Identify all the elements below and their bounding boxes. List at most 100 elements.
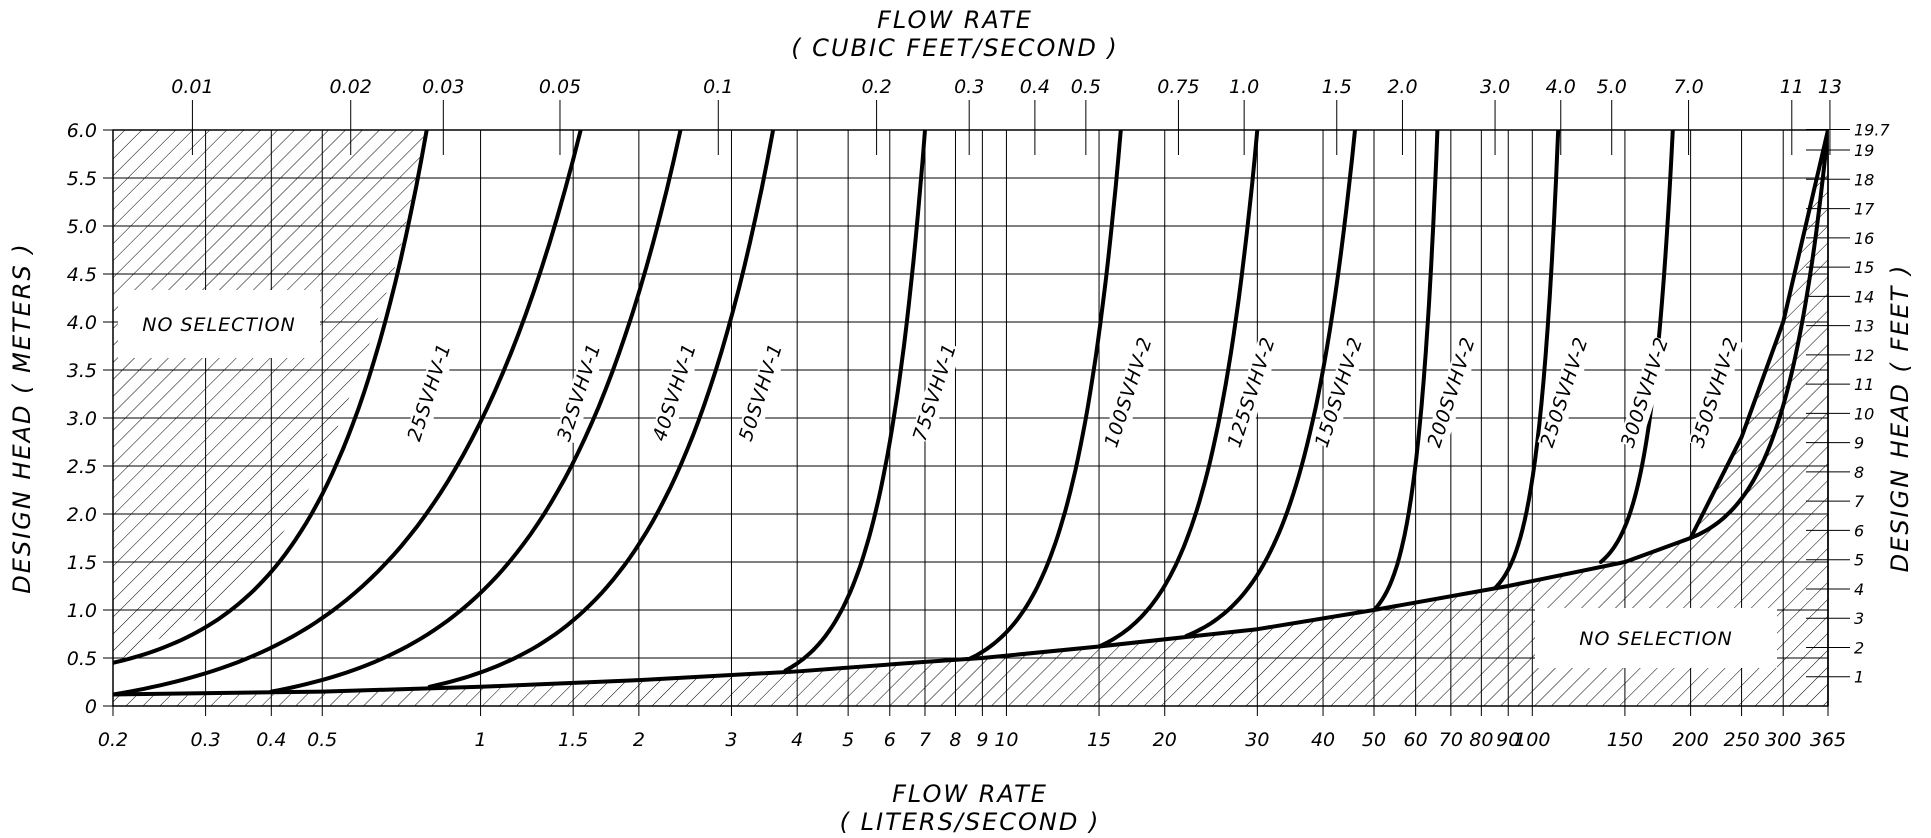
left-tick-label: 5.5 <box>67 168 97 190</box>
bottom-tick-label: 30 <box>1245 729 1269 751</box>
top-tick-label: 0.5 <box>1071 76 1101 98</box>
bottom-tick-label: 200 <box>1672 729 1708 751</box>
left-tick-label: 5.0 <box>67 216 97 238</box>
series-curve-150svhv-2 <box>1184 130 1357 638</box>
series-curve-50svhv-1 <box>427 130 776 689</box>
top-tick-label: 0.02 <box>330 76 372 98</box>
series-curve-25svhv-1 <box>113 130 429 665</box>
top-tick-label: 0.1 <box>703 76 733 98</box>
series-curve-100svhv-2 <box>967 130 1123 661</box>
top-tick-label: 7.0 <box>1673 76 1703 98</box>
top-tick-label: 2.0 <box>1387 76 1417 98</box>
series-label-group: 50SVHV-1 <box>735 340 788 444</box>
no-selection-label: NO SELECTION <box>1579 628 1733 650</box>
series-curve-125svhv-2 <box>1097 130 1260 649</box>
right-tick-label: 7 <box>1854 492 1865 511</box>
no-selection-label: NO SELECTION <box>142 314 296 336</box>
bottom-tick-label: 50 <box>1362 729 1386 751</box>
left-tick-label: 2.0 <box>67 504 97 526</box>
series-label-group: 100SVHV-2 <box>1100 334 1158 450</box>
bottom-axis-title: FLOW RATE <box>892 780 1048 808</box>
bottom-tick-label: 5 <box>842 729 854 751</box>
left-axis-title: DESIGN HEAD ( METERS ) <box>8 242 36 593</box>
right-tick-label: 19.7 <box>1854 121 1890 140</box>
bottom-tick-label: 60 <box>1404 729 1428 751</box>
left-tick-label: 0 <box>85 696 97 718</box>
bottom-tick-label: 365 <box>1810 729 1846 751</box>
bottom-tick-label: 150 <box>1607 729 1643 751</box>
series-curve-40svhv-1 <box>269 130 683 694</box>
series-curve-250svhv-2 <box>1493 130 1561 590</box>
bottom-tick-label: 300 <box>1765 729 1801 751</box>
bottom-tick-label: 1.5 <box>558 729 588 751</box>
left-tick-label: 2.5 <box>67 456 97 478</box>
right-tick-label: 19 <box>1854 141 1874 160</box>
bottom-tick-label: 10 <box>994 729 1018 751</box>
series-curve-300svhv-2 <box>1598 130 1675 564</box>
right-tick-label: 3 <box>1854 609 1864 628</box>
top-tick-label: 0.03 <box>422 76 464 98</box>
right-tick-label: 17 <box>1854 200 1875 219</box>
top-tick-label: 3.0 <box>1480 76 1510 98</box>
top-tick-label: 13 <box>1818 76 1842 98</box>
left-tick-label: 6.0 <box>67 120 97 142</box>
top-tick-label: 0.01 <box>171 76 213 98</box>
series-label-group: 25SVHV-1 <box>403 340 457 444</box>
top-tick-label: 0.4 <box>1020 76 1050 98</box>
series-label-group: 32SVHV-1 <box>553 340 607 444</box>
series-label-group: 200SVHV-2 <box>1423 334 1481 450</box>
right-tick-label: 6 <box>1854 521 1864 540</box>
bottom-tick-label: 8 <box>949 729 961 751</box>
right-tick-label: 4 <box>1854 580 1864 599</box>
top-axis-title: FLOW RATE <box>877 6 1033 34</box>
bottom-tick-label: 0.2 <box>98 729 128 751</box>
series-label-backing <box>1424 336 1481 449</box>
series-label-backing <box>404 341 457 444</box>
bottom-tick-label: 7 <box>919 729 931 751</box>
bottom-tick-label: 2 <box>633 729 645 751</box>
series-curve-32svhv-1 <box>113 130 583 697</box>
bottom-tick-label: 0.4 <box>256 729 286 751</box>
top-tick-label: 0.3 <box>954 76 984 98</box>
bottom-axis-units: ( LITERS/SECOND ) <box>840 808 1101 836</box>
right-tick-label: 12 <box>1854 346 1874 365</box>
right-tick-label: 16 <box>1854 229 1874 248</box>
series-label: 100SVHV-2 <box>1100 334 1156 450</box>
right-tick-label: 5 <box>1854 551 1864 570</box>
right-tick-label: 14 <box>1854 287 1874 306</box>
left-tick-label: 4.5 <box>67 264 97 286</box>
bottom-tick-label: 0.5 <box>307 729 337 751</box>
right-tick-label: 1 <box>1854 668 1864 687</box>
left-tick-label: 4.0 <box>67 312 97 334</box>
no-selection-box <box>1535 608 1777 668</box>
left-tick-label: 3.0 <box>67 408 97 430</box>
series-curve-75svhv-1 <box>783 130 927 673</box>
left-tick-label: 3.5 <box>67 360 97 382</box>
series-label-backing <box>649 341 702 444</box>
bottom-tick-label: 100 <box>1514 729 1550 751</box>
right-axis-title: DESIGN HEAD ( FEET ) <box>1886 264 1914 573</box>
series-label-backing <box>1688 336 1744 449</box>
top-tick-label: 0.2 <box>861 76 891 98</box>
bottom-tick-label: 20 <box>1153 729 1177 751</box>
top-tick-label: 5.0 <box>1597 76 1627 98</box>
top-tick-label: 11 <box>1780 76 1804 98</box>
top-tick-label: 4.0 <box>1546 76 1576 98</box>
right-tick-label: 9 <box>1854 434 1864 453</box>
series-curve-350svhv-2 <box>1688 130 1828 540</box>
no-selection-box <box>118 290 320 358</box>
right-tick-label: 18 <box>1854 170 1874 189</box>
boundary-line-lower <box>113 130 1828 697</box>
right-tick-label: 15 <box>1854 258 1874 277</box>
left-tick-label: 1.5 <box>67 552 97 574</box>
series-label-backing <box>1224 336 1281 449</box>
series-label-backing <box>736 341 788 444</box>
bottom-tick-label: 80 <box>1469 729 1493 751</box>
series-label-backing <box>1101 336 1158 449</box>
series-label-group: 75SVHV-1 <box>909 340 962 444</box>
series-label-backing <box>910 341 962 444</box>
right-tick-label: 10 <box>1854 404 1874 423</box>
bottom-tick-label: 1 <box>475 729 487 751</box>
top-axis-subtitle: ( CUBIC FEET/SECOND ) <box>791 34 1119 62</box>
left-tick-label: 0.5 <box>67 648 97 670</box>
